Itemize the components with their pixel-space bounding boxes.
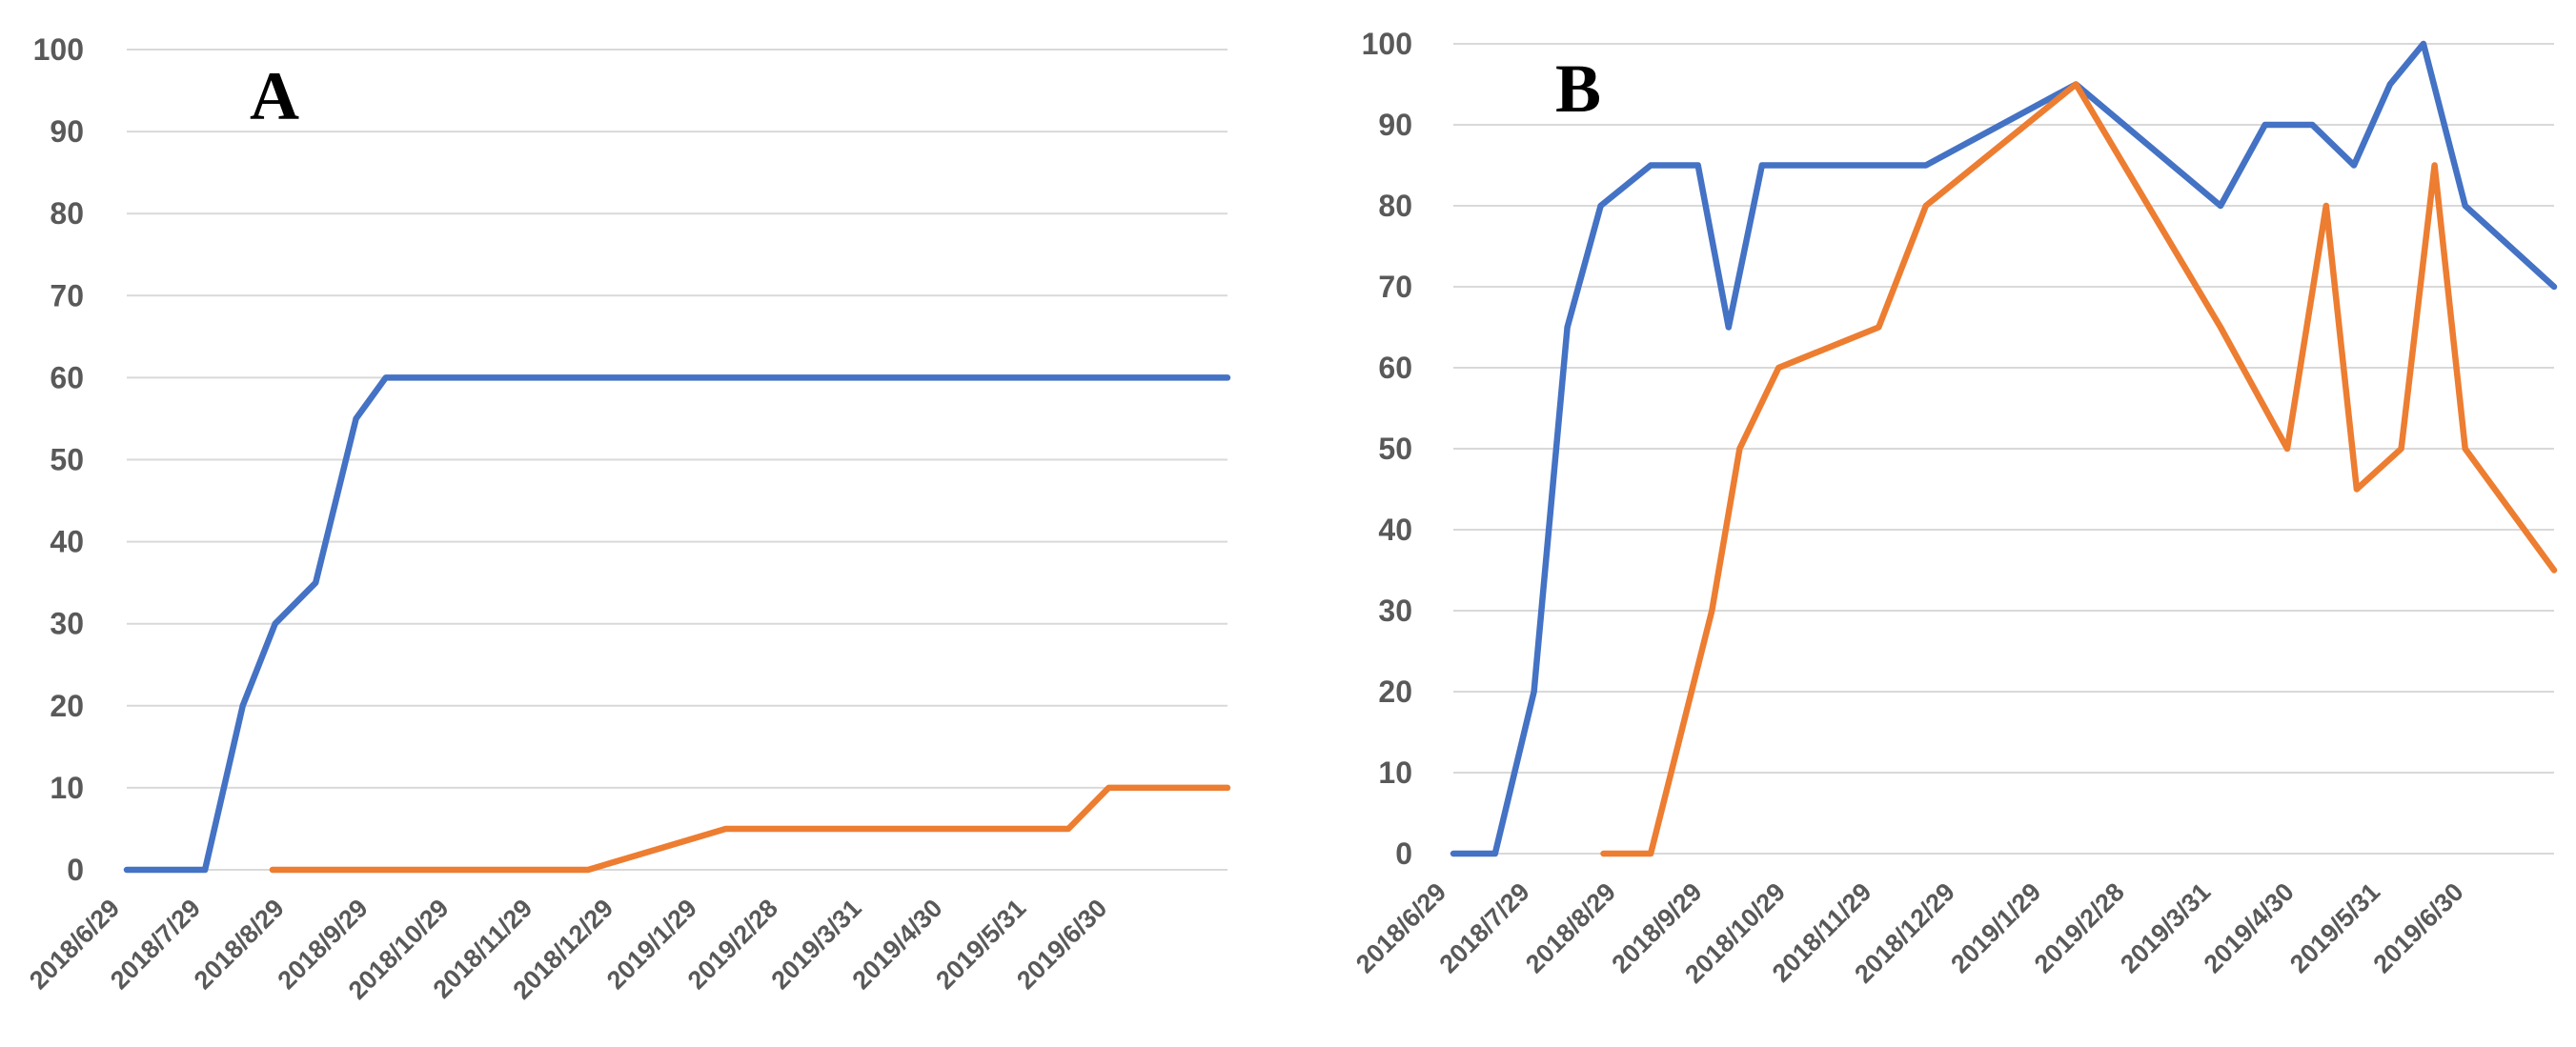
series-line-1 — [123, 374, 1231, 874]
panel-label: A — [250, 58, 299, 134]
x-tick-label: 2019/6/30 — [2368, 877, 2469, 978]
x-tick-label: 2018/8/29 — [1520, 877, 1621, 978]
y-tick-label: 0 — [1395, 836, 1412, 871]
chart-panel-b: 0 10 20 30 40 50 60 70 80 90 100 2018/6/292018/7/29… — [1350, 27, 2558, 989]
y-tick-label: 70 — [50, 278, 84, 312]
x-tick-label: 2018/6/29 — [1350, 877, 1451, 978]
y-tick-label: 0 — [67, 853, 84, 887]
y-tick-label: 100 — [33, 32, 84, 67]
y-tick-label: 20 — [50, 689, 84, 723]
x-tick-label: 2019/5/31 — [2284, 877, 2385, 978]
series-line-1 — [1450, 40, 2558, 857]
x-tick-label: 2018/7/29 — [1434, 877, 1535, 978]
y-tick-label: 10 — [1378, 755, 1412, 790]
y-tick-label: 30 — [50, 607, 84, 641]
y-tick-label: 50 — [50, 443, 84, 477]
x-tick-label: 2019/3/31 — [2115, 877, 2216, 978]
y-tick-label: 80 — [50, 196, 84, 231]
panel-label: B — [1555, 50, 1601, 127]
y-tick-label: 60 — [50, 360, 84, 394]
y-tick-label: 50 — [1378, 432, 1412, 466]
y-tick-label: 20 — [1378, 675, 1412, 709]
series-line-2 — [269, 784, 1231, 874]
series-line-2 — [1600, 81, 2558, 857]
x-tick-label: 2018/8/29 — [189, 894, 290, 995]
y-tick-label: 40 — [1378, 513, 1412, 547]
y-tick-label: 60 — [1378, 351, 1412, 385]
y-tick-label: 70 — [1378, 270, 1412, 304]
chart-panel-a: 01020304050607080901002018/6/292018/7/29… — [24, 32, 1231, 1005]
y-tick-label: 80 — [1378, 189, 1412, 223]
y-tick-label: 100 — [1362, 27, 1412, 61]
y-tick-label: 40 — [50, 525, 84, 559]
y-tick-label: 90 — [1378, 108, 1412, 142]
x-tick-label: 2019/4/30 — [2199, 877, 2300, 978]
x-tick-label: 2019/2/28 — [2029, 877, 2130, 978]
y-tick-label: 10 — [50, 771, 84, 805]
y-tick-label: 30 — [1378, 594, 1412, 628]
y-tick-label: 90 — [50, 114, 84, 149]
x-tick-label: 2019/1/29 — [1945, 877, 2046, 978]
